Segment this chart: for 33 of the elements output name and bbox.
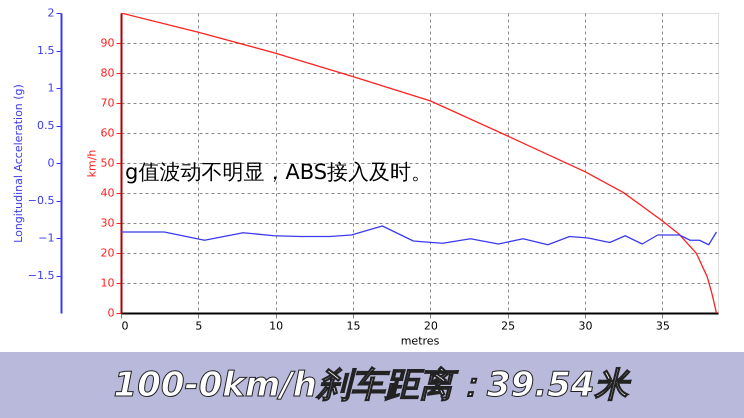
x-tick-label: 15 xyxy=(346,320,360,332)
y2-axis-title: Longitudinal Acceleration (g) xyxy=(12,84,25,243)
x-tick-label: 0 xyxy=(122,320,128,332)
x-tick-label: 20 xyxy=(424,320,438,332)
x-tick-label: 35 xyxy=(656,320,670,332)
x-tick-label: 5 xyxy=(195,320,202,332)
y-tick-label: 80 xyxy=(100,66,114,80)
y-tick-label: 20 xyxy=(100,246,114,260)
y-axis-title: km/h xyxy=(86,150,99,178)
y2-tick-label: 0 xyxy=(48,156,54,170)
y-tick-label: 40 xyxy=(100,186,114,200)
y2-tick-label: 2 xyxy=(48,6,54,20)
line-series xyxy=(121,225,718,246)
y-tick-label: 50 xyxy=(100,156,114,170)
annotation: g值波动不明显，ABS接入及时。 xyxy=(125,160,432,184)
y2-tick-label: 1 xyxy=(48,82,54,94)
y2-tick-label: 0.5 xyxy=(37,119,54,132)
y2-tick-label: −1.5 xyxy=(28,269,54,282)
x-tick-label: 30 xyxy=(578,320,592,332)
x-tick-label: 10 xyxy=(269,320,284,332)
y-tick-label: 90 xyxy=(100,36,114,50)
x-axis-title: metres xyxy=(400,334,440,348)
y-tick-label: 70 xyxy=(100,96,114,110)
y2-tick-label: −0.5 xyxy=(28,194,54,207)
y-tick-label: 30 xyxy=(100,216,114,230)
y2-tick-label: −1 xyxy=(38,232,54,244)
x-tick-label: 25 xyxy=(501,320,516,332)
y-tick-label: 60 xyxy=(100,126,114,140)
y2-tick-label: 1.5 xyxy=(37,44,54,57)
y-tick-label: 10 xyxy=(100,276,114,290)
text: 100-0km/h刹车距离：39.54米 xyxy=(114,365,632,405)
line-series xyxy=(121,13,718,313)
y-tick-label: 0 xyxy=(108,306,114,320)
